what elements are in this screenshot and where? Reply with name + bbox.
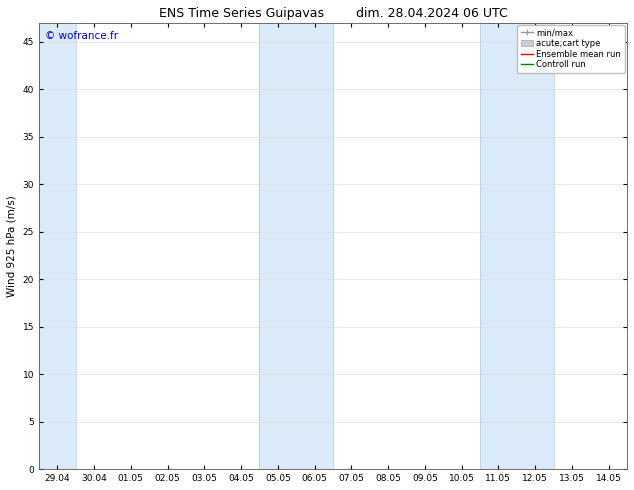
Bar (480, 23, 553, 469)
Title: ENS Time Series Guipavas        dim. 28.04.2024 06 UTC: ENS Time Series Guipavas dim. 28.04.2024… (158, 7, 507, 20)
Legend: min/max, acute;cart type, Ensemble mean run, Controll run: min/max, acute;cart type, Ensemble mean … (517, 25, 624, 73)
Y-axis label: Wind 925 hPa (m/s): Wind 925 hPa (m/s) (7, 195, 17, 297)
Text: © wofrance.fr: © wofrance.fr (45, 31, 118, 42)
Bar (259, 23, 333, 469)
Bar (39, 23, 75, 469)
